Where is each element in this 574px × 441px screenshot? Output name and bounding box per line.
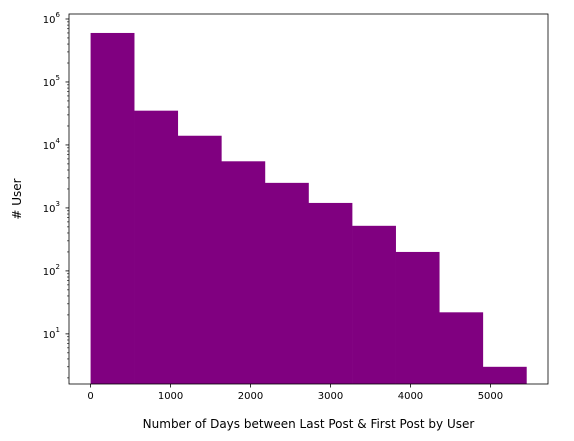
- histogram-bar: [439, 312, 484, 384]
- histogram-bar: [221, 161, 266, 384]
- x-tick-label: 3000: [318, 391, 343, 402]
- y-tick-label: 104: [43, 137, 61, 152]
- x-tick-label: 4000: [398, 391, 423, 402]
- histogram-bar: [90, 32, 135, 385]
- x-tick-label: 5000: [478, 391, 503, 402]
- y-tick-label: 105: [43, 74, 60, 89]
- y-tick-label: 101: [43, 326, 60, 341]
- histogram-bar: [395, 251, 440, 384]
- y-tick-label: 106: [43, 11, 61, 26]
- histogram-bar: [308, 202, 353, 384]
- histogram-bar: [352, 225, 396, 384]
- y-ticks-group: 101 102 103 104 105 106: [43, 11, 69, 379]
- x-tick-label: 2000: [238, 391, 263, 402]
- y-axis-label: # User: [10, 178, 24, 219]
- x-ticks-group: 0 1000 2000 3000 4000 5000: [87, 384, 503, 402]
- histogram-bar: [264, 182, 309, 384]
- x-axis-label: Number of Days between Last Post & First…: [143, 417, 475, 431]
- plot-frame: [68, 13, 549, 385]
- histogram-bar: [482, 366, 527, 384]
- histogram-bar: [177, 135, 222, 384]
- bars-group: [90, 32, 527, 385]
- histogram-bar: [134, 110, 179, 384]
- y-tick-label: 102: [43, 263, 60, 278]
- x-tick-label: 0: [87, 391, 93, 402]
- x-tick-label: 1000: [158, 391, 183, 402]
- y-tick-label: 103: [43, 200, 60, 215]
